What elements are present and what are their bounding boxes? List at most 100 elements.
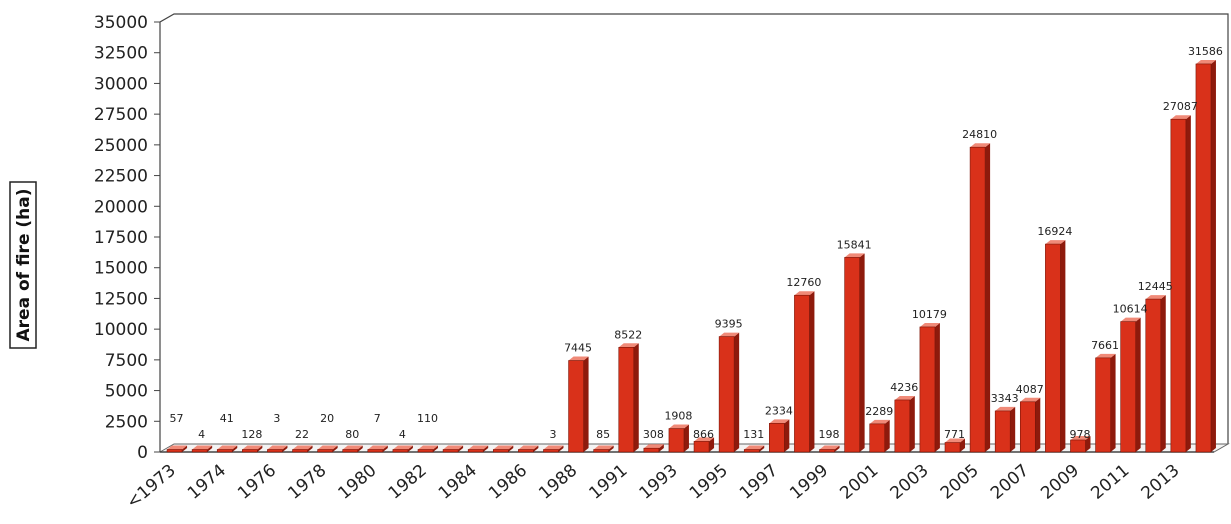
data-label: 12760	[786, 276, 821, 289]
x-tick-label: 2011	[1087, 461, 1133, 504]
bar-side	[483, 445, 489, 452]
x-tick-label: <1973	[123, 461, 180, 513]
x-tick-label: 2009	[1037, 461, 1083, 504]
bar	[242, 445, 263, 453]
bar-top	[418, 445, 438, 450]
bar-front	[894, 399, 911, 453]
bar-side	[734, 332, 740, 452]
bar-side	[658, 444, 664, 452]
bar-top	[844, 253, 865, 258]
bar-top	[342, 445, 363, 450]
x-tick-label: 1978	[284, 461, 330, 504]
y-tick-label: 5000	[105, 382, 148, 402]
bar-front	[1120, 321, 1136, 453]
bar	[944, 438, 965, 453]
bar-front	[969, 146, 986, 453]
bar-top	[618, 343, 639, 348]
bar-front	[593, 449, 609, 453]
bar	[568, 356, 589, 453]
data-label: 27087	[1163, 100, 1198, 113]
bar	[292, 445, 313, 453]
bar-top	[1145, 295, 1166, 300]
x-tick-label: 1995	[686, 461, 732, 504]
bar-top	[468, 445, 489, 450]
y-tick-label: 25000	[94, 136, 148, 156]
bar-front	[292, 449, 308, 453]
bar-front	[342, 449, 359, 453]
data-labels: 57 4 41 128 3 22 20 80 7 4 110 3 7445 85 8522 308190886…	[170, 45, 1223, 441]
bar	[618, 343, 639, 453]
bar-top	[970, 143, 991, 148]
data-label: 15841	[837, 238, 872, 251]
y-axis-title-box	[9, 181, 37, 349]
bar-front	[242, 449, 258, 453]
bar	[593, 445, 614, 453]
bar-front	[568, 360, 584, 453]
data-label: 771	[944, 428, 965, 441]
bar	[919, 322, 940, 453]
bar-front	[467, 449, 484, 453]
bar-front	[1095, 357, 1111, 453]
data-label: 41	[220, 412, 234, 425]
x-axis: <1973 1974 1976 1978 1980 1982 1984 1986 1988 199…	[123, 461, 1184, 513]
bar	[191, 445, 213, 453]
bar-front	[1170, 118, 1187, 453]
bar-side	[1185, 115, 1191, 452]
data-label: 10614	[1113, 303, 1148, 316]
y-tick-label: 0	[137, 443, 148, 463]
bar	[969, 143, 991, 453]
bar	[718, 332, 740, 453]
y-tick-label: 22500	[94, 167, 148, 187]
bar-side	[934, 322, 940, 452]
bar-side	[809, 291, 815, 452]
bar-top	[794, 291, 815, 296]
bar-top	[1070, 435, 1091, 440]
bar-front	[693, 441, 710, 453]
bar-top	[919, 322, 940, 327]
bar-front	[743, 449, 760, 453]
bar-front	[492, 449, 509, 453]
bar-side	[859, 253, 865, 452]
bar-front	[668, 428, 685, 453]
bar-side	[834, 445, 840, 452]
bar-top	[869, 419, 890, 424]
x-tick-label: 2013	[1138, 461, 1184, 504]
x-tick-label: 1982	[385, 461, 431, 504]
bar-side	[683, 424, 689, 452]
bar-front	[191, 449, 208, 453]
bar-front	[267, 449, 283, 453]
y-tick-label: 35000	[94, 13, 148, 33]
bar-side	[985, 143, 991, 453]
data-label: 131	[743, 428, 764, 441]
bar-side	[533, 445, 539, 452]
bar-side	[357, 445, 363, 452]
y-tick-label: 17500	[94, 228, 148, 248]
y-tick-label: 7500	[105, 351, 148, 371]
bar-front	[769, 423, 785, 453]
bar-side	[257, 445, 263, 452]
bar	[543, 445, 564, 453]
bar-front	[1145, 298, 1162, 453]
bar	[1195, 59, 1216, 453]
bar	[794, 291, 815, 453]
data-label: 24810	[962, 128, 997, 141]
bar-side	[508, 445, 514, 452]
bar-side	[784, 419, 790, 452]
bar-front	[643, 447, 660, 453]
bar-side	[759, 445, 765, 452]
bar-front	[166, 449, 183, 453]
bar	[769, 419, 790, 453]
bar	[869, 419, 890, 453]
data-label: 57	[170, 412, 184, 425]
y-axis-title: Area of fire (ha)	[9, 181, 37, 349]
bar-top	[317, 445, 338, 450]
y-tick-label: 15000	[94, 259, 148, 279]
y-tick-label: 30000	[94, 74, 148, 94]
bar	[994, 406, 1016, 453]
bar-top	[392, 445, 413, 450]
data-label: 866	[693, 428, 714, 441]
bar-front	[367, 449, 384, 453]
bar	[166, 445, 188, 453]
bar-front	[317, 449, 333, 453]
